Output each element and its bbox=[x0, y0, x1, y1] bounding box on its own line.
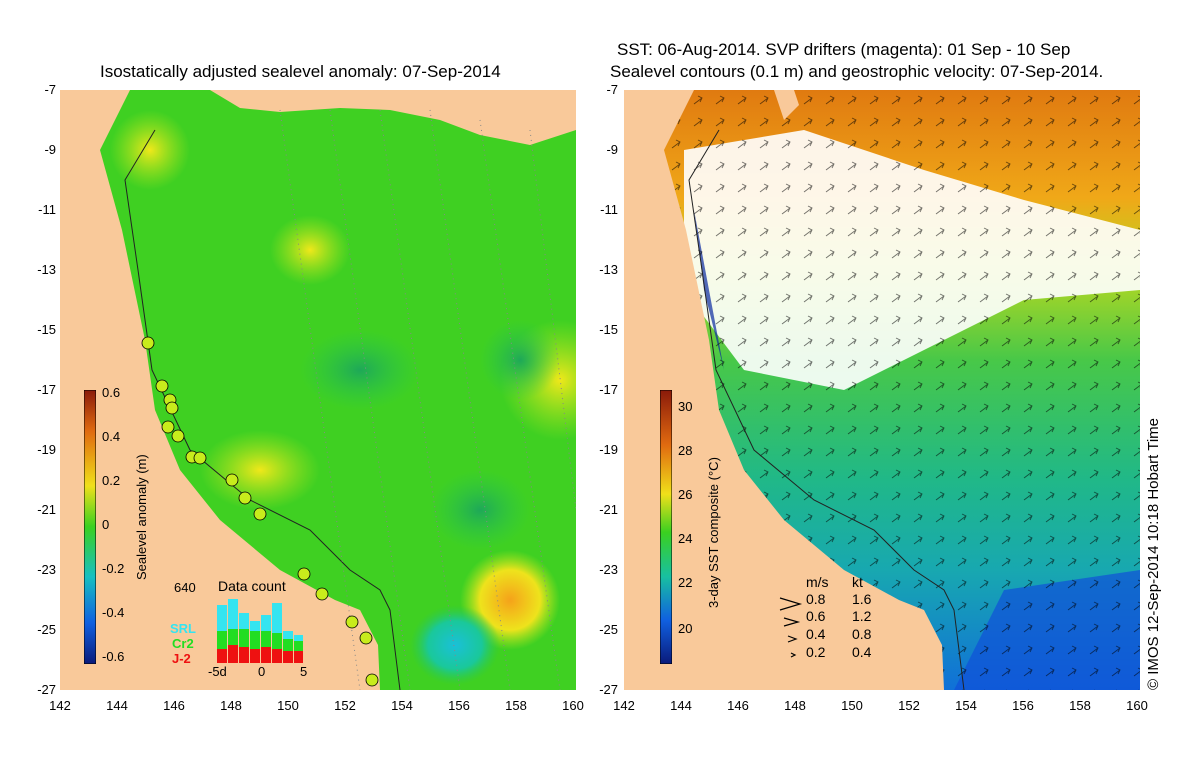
left-xlabel: 146 bbox=[163, 698, 185, 713]
velocity-kt: 1.2 bbox=[852, 608, 872, 624]
velocity-kt: 0.8 bbox=[852, 626, 872, 642]
velocity-legend-ms: m/s bbox=[806, 574, 829, 590]
left-ylabel: -7 bbox=[44, 82, 56, 97]
left-ylabel: -25 bbox=[37, 622, 56, 637]
sst-map bbox=[624, 90, 1140, 690]
imos-credit: © IMOS 12-Sep-2014 10:18 Hobart Time bbox=[1145, 417, 1162, 690]
right-xlabel: 144 bbox=[670, 698, 692, 713]
data-count-xlabel: 5 bbox=[300, 664, 308, 679]
legend-srl: SRL bbox=[170, 621, 196, 636]
sst-colorbar-tick: 24 bbox=[678, 531, 693, 546]
right-xlabel: 158 bbox=[1069, 698, 1091, 713]
colorbar-tick: -0.6 bbox=[102, 649, 125, 664]
right-ylabel: -19 bbox=[599, 442, 618, 457]
data-count-bars bbox=[217, 599, 303, 663]
colorbar-tick: 0.6 bbox=[102, 385, 121, 400]
velocity-legend-kt: kt bbox=[852, 574, 863, 590]
right-ylabel: -17 bbox=[599, 382, 618, 397]
sealevel-colorbar bbox=[84, 390, 96, 664]
right-ylabel: -23 bbox=[599, 562, 618, 577]
right-xlabel: 160 bbox=[1126, 698, 1148, 713]
velocity-arrows bbox=[779, 597, 803, 658]
velocity-ms: 0.4 bbox=[806, 626, 826, 642]
right-xlabel: 154 bbox=[955, 698, 977, 713]
sealevel-anomaly-map bbox=[60, 90, 576, 690]
data-count-xlabel: -5d bbox=[208, 664, 227, 679]
left-xlabel: 160 bbox=[562, 698, 584, 713]
velocity-ms: 0.8 bbox=[806, 591, 826, 607]
left-ylabel: -9 bbox=[44, 142, 56, 157]
left-xlabel: 148 bbox=[220, 698, 242, 713]
left-xlabel: 152 bbox=[334, 698, 356, 713]
right-ylabel: -15 bbox=[599, 322, 618, 337]
right-ylabel: -21 bbox=[599, 502, 618, 517]
left-xlabel: 158 bbox=[505, 698, 527, 713]
left-map-title: Isostatically adjusted sealevel anomaly:… bbox=[100, 62, 501, 81]
sst-colorbar-tick: 22 bbox=[678, 575, 693, 590]
left-ylabel: -19 bbox=[37, 442, 56, 457]
left-xlabel: 144 bbox=[106, 698, 128, 713]
velocity-kt: 1.6 bbox=[852, 591, 872, 607]
right-xlabel: 148 bbox=[784, 698, 806, 713]
right-xlabel: 150 bbox=[841, 698, 863, 713]
right-ylabel: -7 bbox=[606, 82, 618, 97]
legend-j2: J-2 bbox=[172, 651, 191, 666]
left-ylabel: -23 bbox=[37, 562, 56, 577]
right-ylabel: -25 bbox=[599, 622, 618, 637]
colorbar-tick: -0.4 bbox=[102, 605, 125, 620]
velocity-kt: 0.4 bbox=[852, 644, 872, 660]
png-landmass bbox=[210, 90, 576, 145]
data-count-title: Data count bbox=[218, 578, 286, 594]
colorbar-tick: -0.2 bbox=[102, 561, 125, 576]
right-ylabel: -11 bbox=[600, 202, 618, 217]
left-ylabel: -13 bbox=[37, 262, 56, 277]
colorbar-tick: 0.2 bbox=[102, 473, 121, 488]
data-count-max: 640 bbox=[174, 580, 196, 595]
sst-colorbar-tick: 30 bbox=[678, 399, 693, 414]
right-map-title-line1: SST: 06-Aug-2014. SVP drifters (magenta)… bbox=[617, 40, 1071, 59]
left-ylabel: -21 bbox=[37, 502, 56, 517]
left-xlabel: 150 bbox=[277, 698, 299, 713]
left-xlabel: 142 bbox=[49, 698, 71, 713]
sst-colorbar bbox=[660, 390, 672, 664]
sst-colorbar-label: 3-day SST composite (°C) bbox=[706, 457, 721, 608]
left-ylabel: -17 bbox=[37, 382, 56, 397]
left-xlabel: 156 bbox=[448, 698, 470, 713]
data-count-xlabel: 0 bbox=[258, 664, 266, 679]
legend-cr2: Cr2 bbox=[172, 636, 194, 651]
colorbar-tick: 0 bbox=[102, 517, 110, 532]
left-ylabel: -15 bbox=[37, 322, 56, 337]
right-ylabel: -27 bbox=[599, 682, 618, 697]
australia-landmass-right bbox=[624, 90, 944, 690]
velocity-ms: 0.2 bbox=[806, 644, 826, 660]
right-xlabel: 152 bbox=[898, 698, 920, 713]
right-xlabel: 142 bbox=[613, 698, 635, 713]
velocity-ms: 0.6 bbox=[806, 608, 826, 624]
right-map-title-line2: Sealevel contours (0.1 m) and geostrophi… bbox=[610, 62, 1104, 81]
sst-colorbar-tick: 26 bbox=[678, 487, 693, 502]
sealevel-colorbar-label: Sealevel anomaly (m) bbox=[134, 454, 149, 580]
sst-colorbar-tick: 20 bbox=[678, 621, 693, 636]
sst-colorbar-tick: 28 bbox=[678, 443, 693, 458]
right-xlabel: 156 bbox=[1012, 698, 1034, 713]
left-ylabel: -11 bbox=[38, 202, 56, 217]
australia-landmass bbox=[60, 90, 380, 690]
right-xlabel: 146 bbox=[727, 698, 749, 713]
left-xlabel: 154 bbox=[391, 698, 413, 713]
left-ylabel: -27 bbox=[37, 682, 56, 697]
colorbar-tick: 0.4 bbox=[102, 429, 121, 444]
right-ylabel: -9 bbox=[606, 142, 618, 157]
right-ylabel: -13 bbox=[599, 262, 618, 277]
